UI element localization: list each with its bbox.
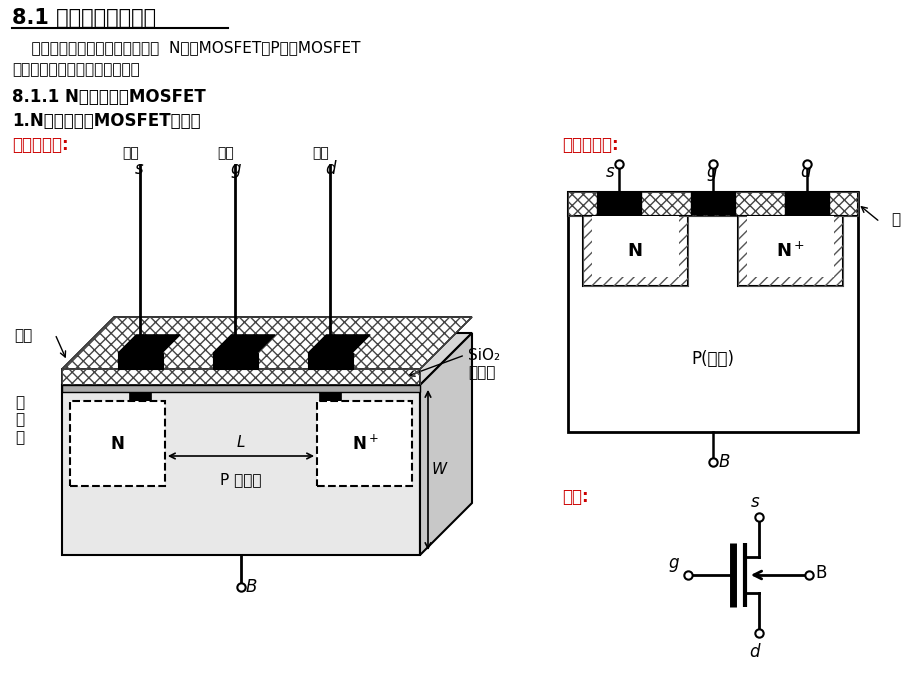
Text: SiO₂: SiO₂ <box>468 348 500 363</box>
Text: B: B <box>245 578 257 596</box>
Text: 源极: 源极 <box>122 146 139 160</box>
Text: B: B <box>814 564 825 582</box>
Bar <box>567 192 857 216</box>
Bar <box>591 216 678 277</box>
Text: 铝层: 铝层 <box>14 328 32 343</box>
Bar <box>583 216 687 286</box>
Text: 铝: 铝 <box>890 213 899 228</box>
Polygon shape <box>118 335 180 353</box>
Text: 又各有增强型和耗尽型两大类。: 又各有增强型和耗尽型两大类。 <box>12 62 140 77</box>
Bar <box>583 216 687 286</box>
Text: N$^+$: N$^+$ <box>775 241 803 261</box>
Bar <box>785 192 828 214</box>
Bar <box>567 192 857 216</box>
Text: 结构示意图:: 结构示意图: <box>12 136 69 154</box>
Polygon shape <box>420 333 471 555</box>
Text: d: d <box>324 160 335 178</box>
Text: W: W <box>432 462 447 477</box>
Text: N: N <box>627 242 641 260</box>
Text: 符号:: 符号: <box>562 488 588 506</box>
Bar <box>62 369 420 385</box>
Text: B: B <box>719 453 730 471</box>
Text: 耗
尽
层: 耗 尽 层 <box>16 395 25 445</box>
Text: s: s <box>605 163 614 181</box>
Polygon shape <box>308 335 369 353</box>
Bar <box>567 192 857 432</box>
Text: 按照导电沟道的形成机理不同，  N沟道MOSFET和P沟道MOSFET: 按照导电沟道的形成机理不同， N沟道MOSFET和P沟道MOSFET <box>12 40 360 55</box>
Bar <box>737 216 842 286</box>
Bar <box>62 369 420 385</box>
Text: g: g <box>705 163 716 181</box>
Text: 绝缘层: 绝缘层 <box>468 365 494 380</box>
Text: 漏极: 漏极 <box>312 146 328 160</box>
Bar <box>129 392 151 401</box>
Bar <box>118 353 163 369</box>
Bar <box>596 192 640 214</box>
Text: P(衬底): P(衬底) <box>691 350 733 368</box>
Bar <box>690 192 734 214</box>
Bar <box>746 216 834 277</box>
Polygon shape <box>213 335 275 353</box>
Text: P 型衬底: P 型衬底 <box>220 473 262 488</box>
Text: N$^+$: N$^+$ <box>351 434 378 453</box>
Bar <box>308 353 353 369</box>
Bar <box>62 385 420 555</box>
Text: s: s <box>135 160 143 178</box>
Text: 1.N沟道增强型MOSFET的结构: 1.N沟道增强型MOSFET的结构 <box>12 112 200 130</box>
Text: d: d <box>800 163 810 181</box>
Text: 8.1 绝缘栅型场效应管: 8.1 绝缘栅型场效应管 <box>12 8 156 28</box>
Bar <box>70 401 165 486</box>
Text: d: d <box>748 643 759 661</box>
Text: g: g <box>230 160 240 178</box>
Bar <box>62 385 420 392</box>
Bar <box>213 353 257 369</box>
Text: 栅极: 栅极 <box>217 146 233 160</box>
Text: N: N <box>110 435 124 453</box>
Polygon shape <box>62 317 471 369</box>
Text: 结构剖面图:: 结构剖面图: <box>562 136 618 154</box>
Bar <box>319 392 341 401</box>
Text: 8.1.1 N沟道增强型MOSFET: 8.1.1 N沟道增强型MOSFET <box>12 88 206 106</box>
Polygon shape <box>62 333 471 385</box>
Bar <box>737 216 842 286</box>
Text: g: g <box>667 554 678 572</box>
Text: s: s <box>750 493 759 511</box>
Bar <box>317 401 412 486</box>
Text: L: L <box>236 435 245 450</box>
